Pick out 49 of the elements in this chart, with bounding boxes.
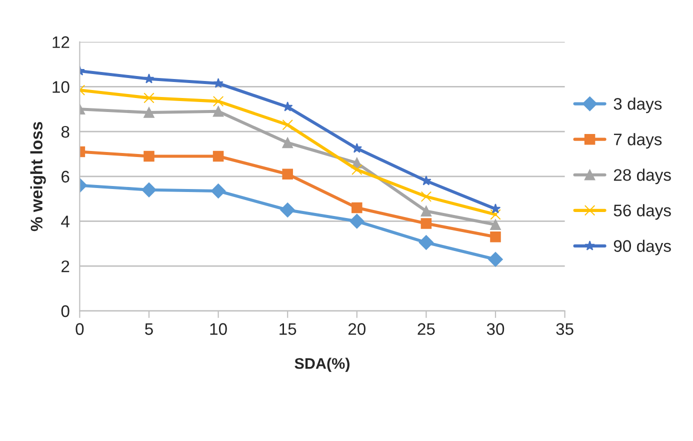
point: [212, 106, 224, 117]
x-axis-title: SDA(%): [294, 358, 350, 372]
point: [420, 218, 432, 229]
x-tick-label: 25: [418, 323, 435, 335]
point: [210, 184, 226, 198]
point: [280, 202, 295, 218]
point: [418, 235, 434, 250]
point: [420, 191, 432, 202]
point: [352, 142, 362, 153]
point: [212, 96, 224, 107]
point: [420, 206, 432, 217]
point: [144, 74, 154, 84]
x-tick-label: 30: [486, 323, 504, 335]
y-tick-label: 0: [61, 305, 70, 318]
legend-label: 28 days: [614, 168, 671, 184]
legend-label: 3 days: [614, 98, 662, 114]
x-tick-label: 35: [556, 323, 574, 335]
point: [490, 232, 501, 242]
x-tick-label: 5: [145, 323, 153, 335]
point: [142, 182, 156, 198]
point: [421, 176, 432, 186]
x-tick-label: 20: [348, 323, 366, 335]
point: [144, 92, 154, 104]
y-tick-label: 6: [62, 170, 70, 183]
y-tick-label: 10: [52, 81, 70, 93]
y-tick-label: 12: [52, 36, 70, 48]
point: [282, 168, 293, 180]
point: [282, 137, 293, 148]
point: [352, 164, 362, 176]
point: [350, 214, 364, 229]
point: [213, 78, 224, 88]
y-tick-label: 2: [62, 260, 70, 272]
x-tick-label: 0: [76, 323, 84, 335]
y-tick-label: 4: [61, 216, 70, 228]
y-tick-label: 8: [61, 126, 70, 138]
point: [490, 219, 501, 230]
point: [488, 252, 503, 267]
x-tick-label: 15: [280, 323, 296, 335]
legend-label: 7 days: [614, 133, 662, 149]
y-axis-title: % weight loss: [30, 122, 46, 232]
point: [144, 150, 154, 162]
point: [282, 119, 293, 130]
point: [144, 107, 154, 118]
point: [212, 150, 224, 162]
point: [352, 202, 362, 214]
point: [490, 209, 501, 220]
legend-label: 90 days: [614, 240, 671, 256]
legend-label: 56 days: [614, 204, 671, 220]
x-tick-label: 10: [210, 323, 227, 335]
